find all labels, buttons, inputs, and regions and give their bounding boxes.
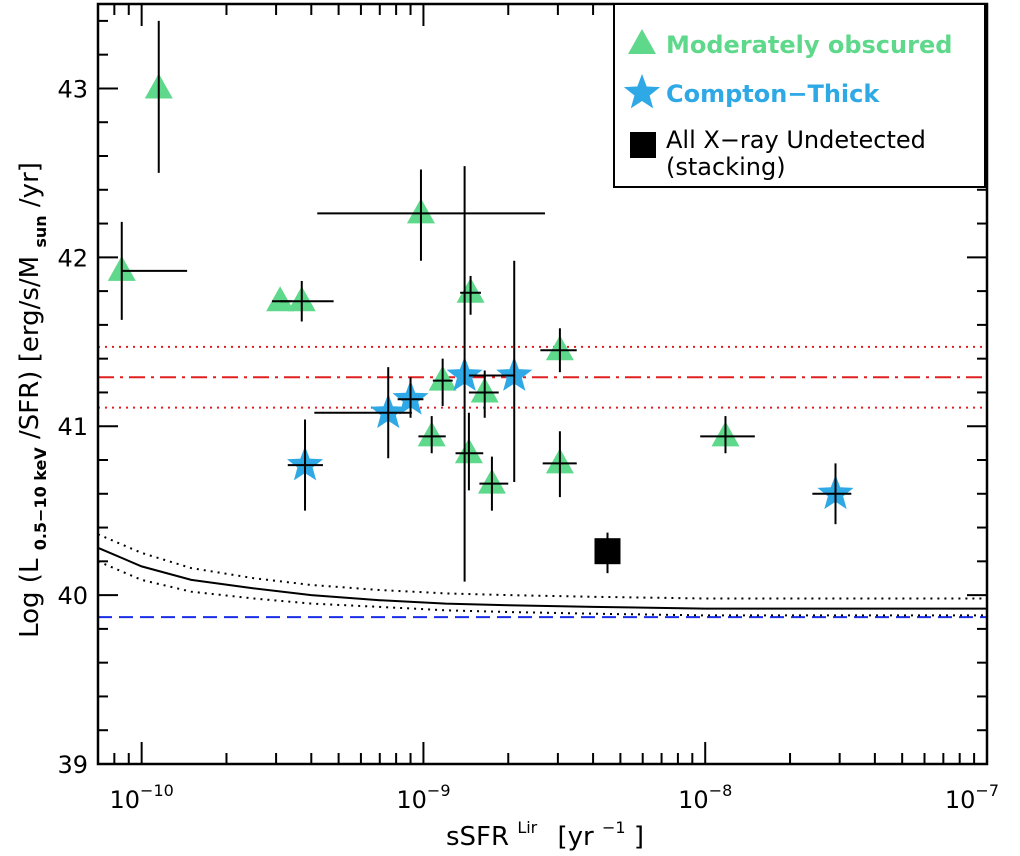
y-axis-label-sub1: 0.5−10 keV bbox=[31, 447, 50, 551]
y-tick-label-42: 42 bbox=[57, 244, 88, 272]
triangle-point-0-2 bbox=[266, 286, 295, 312]
legend-marker-square bbox=[630, 132, 656, 158]
legend-marker-star bbox=[623, 74, 661, 109]
x-axis-label: sSFR Lir [yr −1 ] bbox=[446, 810, 644, 852]
x-axis-label-unit-sup: −1 bbox=[602, 818, 626, 837]
legend-box bbox=[613, 3, 986, 188]
y-tick-label-39: 39 bbox=[57, 751, 88, 779]
y-tick-label-40: 40 bbox=[57, 582, 88, 610]
error-bars bbox=[120, 20, 852, 582]
plot-frame bbox=[96, 2, 989, 766]
legend-marker-triangle bbox=[628, 29, 656, 54]
x-tick-label-3: 10−7 bbox=[945, 781, 999, 814]
x-axis-label-unit-close: ] bbox=[634, 822, 644, 852]
reference-lines bbox=[98, 345, 987, 619]
x-tick-label-0: 10−10 bbox=[109, 781, 173, 814]
x-axis-label-unit-open: [yr bbox=[558, 822, 595, 852]
curve-dotted-1 bbox=[97, 533, 987, 600]
legend-star-icon bbox=[623, 74, 661, 109]
y-tick-label-43: 43 bbox=[57, 75, 88, 103]
x-tick-label-2: 10−8 bbox=[678, 781, 732, 814]
legend-label-stacking: (stacking) bbox=[666, 153, 786, 181]
y-axis-label-sub2: sun bbox=[31, 215, 50, 247]
y-axis-label-part1: Log (L bbox=[15, 558, 45, 638]
y-axis-label: Log (L 0.5−10 keV /SFR) [erg/s/M sun /yr… bbox=[15, 162, 53, 638]
legend: Moderately obscured Compton−Thick All X−… bbox=[613, 3, 986, 188]
x-tick-label-1: 10−9 bbox=[396, 781, 450, 814]
legend-square-icon bbox=[630, 132, 656, 158]
y-axis-label-part3: /yr] bbox=[15, 162, 45, 207]
legend-label-undetected: All X−ray Undetected bbox=[666, 126, 926, 154]
curves bbox=[97, 533, 987, 617]
y-axis-label-part2: /SFR) [erg/s/M bbox=[15, 256, 45, 439]
x-axis-label-sup: Lir bbox=[517, 818, 537, 837]
legend-label-moderately-obscured: Moderately obscured bbox=[666, 31, 952, 59]
x-axis-label-main: sSFR bbox=[446, 822, 509, 852]
legend-label-compton-thick: Compton−Thick bbox=[666, 80, 880, 108]
y-tick-label-41: 41 bbox=[57, 413, 88, 441]
curve-dotted-2 bbox=[97, 560, 987, 617]
curve-solid-0 bbox=[97, 546, 987, 610]
legend-triangle-icon bbox=[628, 29, 656, 54]
